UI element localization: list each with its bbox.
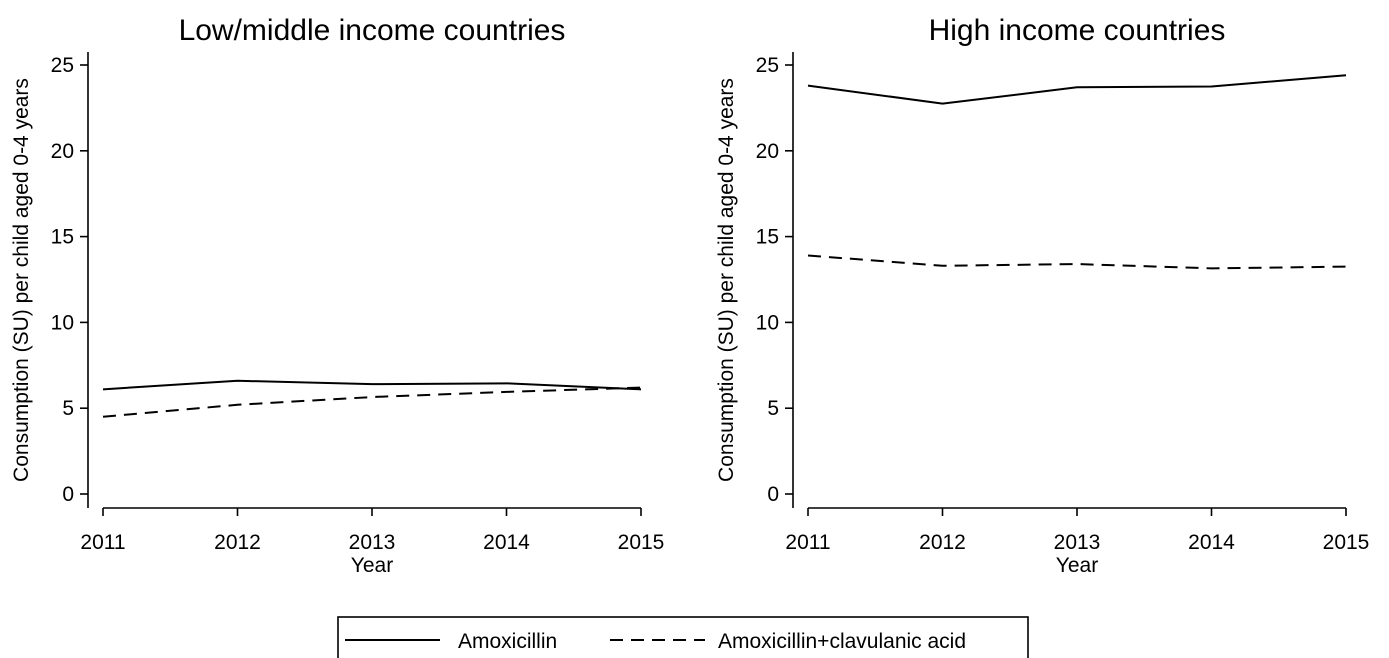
legend-box bbox=[337, 616, 1029, 658]
y-tick-label: 10 bbox=[51, 311, 74, 334]
x-tick-label: 2015 bbox=[618, 531, 665, 554]
x-tick-label: 2012 bbox=[919, 531, 966, 554]
y-tick-label: 5 bbox=[62, 397, 74, 420]
y-tick-label: 0 bbox=[767, 483, 779, 506]
y-tick-label: 20 bbox=[51, 140, 74, 163]
series-line-amoxicillin-clavulanic bbox=[102, 386, 642, 418]
x-axis-title: Year bbox=[1056, 554, 1098, 577]
legend-label-amoxicillin-clavulanic: Amoxicillin+clavulanic acid bbox=[718, 630, 966, 653]
x-tick-label: 2015 bbox=[1323, 531, 1370, 554]
x-tick-label: 2014 bbox=[1188, 531, 1235, 554]
x-tick-label: 2013 bbox=[349, 531, 396, 554]
y-axis-title: Consumption (SU) per child aged 0-4 year… bbox=[10, 78, 33, 482]
x-tick-label: 2014 bbox=[483, 531, 530, 554]
panel-low-middle-income: Low/middle income countries 0 5 10 15 20 25 201… bbox=[10, 14, 664, 577]
series-line-amoxicillin bbox=[807, 74, 1347, 105]
panel-high-income: High income countries 0 5 10 15 20 25 2011 2012 2… bbox=[715, 14, 1369, 577]
x-tick-label: 2011 bbox=[785, 531, 830, 554]
x-tick-label: 2011 bbox=[80, 531, 125, 554]
y-tick-label: 15 bbox=[51, 226, 74, 249]
y-tick-label: 25 bbox=[756, 54, 779, 77]
series-line-amoxicillin-clavulanic bbox=[807, 254, 1347, 270]
y-axis-title: Consumption (SU) per child aged 0-4 year… bbox=[715, 78, 738, 482]
y-tick-label: 0 bbox=[62, 483, 74, 506]
x-tick-label: 2013 bbox=[1054, 531, 1101, 554]
x-axis-title: Year bbox=[351, 554, 393, 577]
panel-title: High income countries bbox=[929, 14, 1226, 47]
x-tick-label: 2012 bbox=[214, 531, 261, 554]
series-line-amoxicillin bbox=[102, 379, 642, 391]
y-tick-label: 25 bbox=[51, 54, 74, 77]
y-tick-label: 20 bbox=[756, 140, 779, 163]
legend-label-amoxicillin: Amoxicillin bbox=[458, 630, 557, 653]
y-tick-label: 5 bbox=[767, 397, 779, 420]
y-tick-label: 10 bbox=[756, 311, 779, 334]
legend: Amoxicillin Amoxicillin+clavulanic acid bbox=[337, 616, 1029, 658]
panel-title: Low/middle income countries bbox=[179, 14, 566, 47]
y-tick-label: 15 bbox=[756, 226, 779, 249]
